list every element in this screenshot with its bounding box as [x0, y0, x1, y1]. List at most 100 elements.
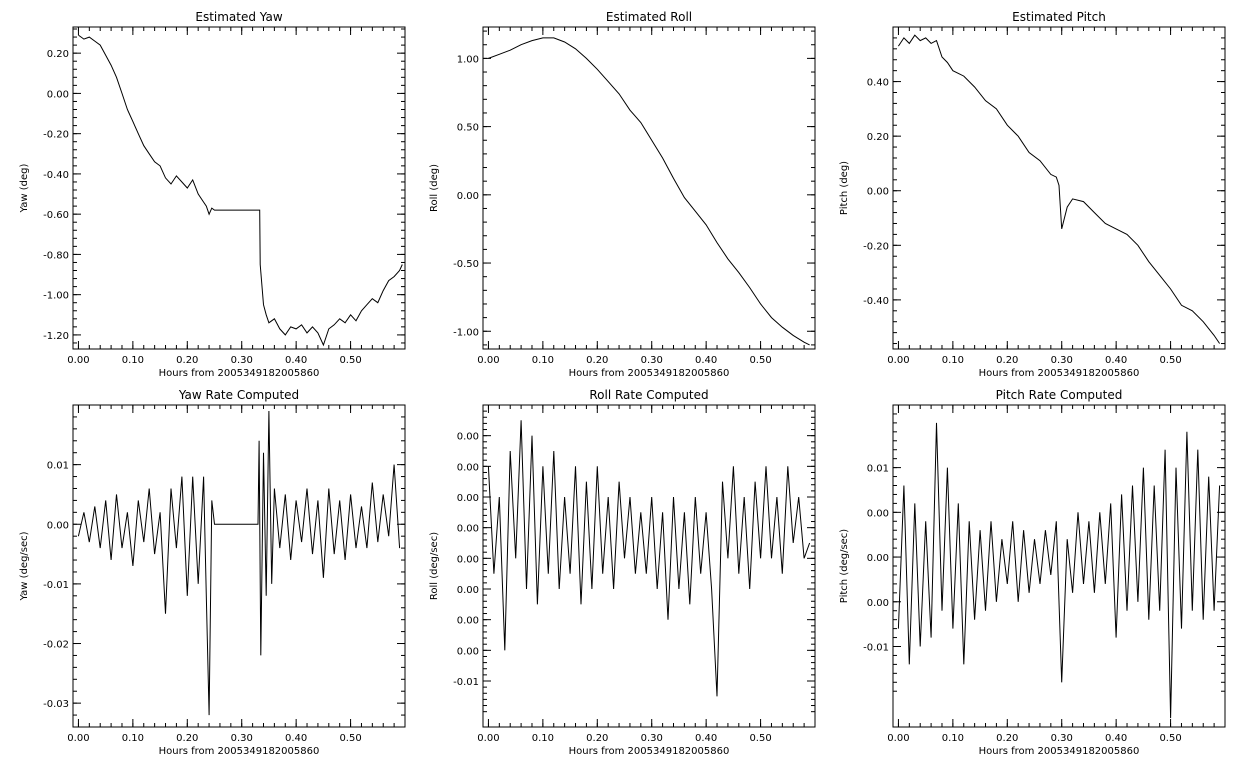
y-tick-label: 0.00 — [867, 553, 889, 564]
plot-frame — [892, 404, 1226, 728]
x-tick-label: 0.30 — [231, 733, 253, 744]
y-tick-label: -0.01 — [453, 677, 479, 688]
x-axis-label: Hours from 2005349182005860 — [979, 368, 1140, 379]
y-tick-label: 0.01 — [867, 464, 889, 475]
y-tick-label: -1.00 — [43, 291, 69, 302]
x-tick-label: 0.00 — [477, 355, 499, 366]
chart-yaw-rate-computed: Yaw Rate Computed 0.00 0.10 0.20 0.30 0.40 0.5… — [19, 388, 406, 757]
y-tick-label: 0.00 — [457, 554, 479, 565]
plot-frame — [482, 404, 816, 728]
chart-pitch-rate-computed: Pitch Rate Computed 0.00 0.10 0.20 0.30 0.40 0… — [839, 388, 1226, 757]
chart-title: Pitch Rate Computed — [996, 388, 1123, 402]
x-tick-label: 0.20 — [176, 355, 198, 366]
y-tick-label: 0.00 — [457, 191, 479, 202]
chart-estimated-pitch: Estimated Pitch 0.00 0.10 0.20 0.30 0.40 0.50 -… — [839, 10, 1226, 379]
y-tick-label: -0.01 — [863, 643, 889, 654]
x-tick-label: 0.40 — [695, 733, 717, 744]
y-tick-label: 0.00 — [47, 89, 69, 100]
chart-estimated-yaw: Estimated Yaw 0.00 0.10 0.20 0.30 0.40 0.50 -1.… — [19, 10, 406, 379]
y-tick-label: -0.60 — [43, 210, 69, 221]
x-tick-label: 0.10 — [942, 355, 964, 366]
x-tick-label: 0.20 — [586, 733, 608, 744]
x-axis-label: Hours from 2005349182005860 — [569, 746, 730, 757]
x-tick-label: 0.20 — [996, 355, 1018, 366]
x-tick-label: 0.50 — [339, 355, 361, 366]
y-tick-label: 0.00 — [457, 585, 479, 596]
y-tick-label: -0.02 — [43, 640, 69, 651]
x-tick-label: 0.30 — [1051, 355, 1073, 366]
series-line — [897, 422, 1221, 719]
x-tick-label: 0.20 — [586, 355, 608, 366]
chart-title: Yaw Rate Computed — [178, 388, 299, 402]
y-tick-label: -1.20 — [43, 331, 69, 342]
plot-frame — [892, 26, 1226, 350]
y-tick-label: 0.00 — [867, 598, 889, 609]
y-tick-label: -0.80 — [43, 250, 69, 261]
series-line — [77, 410, 401, 716]
y-tick-label: 0.20 — [867, 132, 889, 143]
x-tick-label: 0.10 — [122, 733, 144, 744]
x-tick-label: 0.10 — [942, 733, 964, 744]
x-tick-label: 0.50 — [1159, 733, 1181, 744]
y-tick-label: -0.40 — [43, 170, 69, 181]
x-tick-label: 0.20 — [176, 733, 198, 744]
y-tick-label: -0.40 — [863, 296, 889, 307]
chart-title: Roll Rate Computed — [589, 388, 708, 402]
y-tick-label: 0.00 — [457, 462, 479, 473]
series-line — [488, 37, 810, 346]
x-tick-label: 0.40 — [1105, 355, 1127, 366]
x-tick-label: 0.10 — [122, 355, 144, 366]
x-tick-label: 0.40 — [695, 355, 717, 366]
y-tick-label: 0.00 — [457, 646, 479, 657]
chart-title: Estimated Roll — [606, 10, 692, 24]
x-tick-label: 0.30 — [1051, 733, 1073, 744]
x-tick-label: 0.40 — [285, 355, 307, 366]
y-tick-label: -0.20 — [43, 130, 69, 141]
y-tick-label: 0.00 — [457, 432, 479, 443]
x-axis-label: Hours from 2005349182005860 — [569, 368, 730, 379]
x-tick-label: 0.00 — [887, 355, 909, 366]
x-tick-label: 0.40 — [1105, 733, 1127, 744]
plot-frame — [482, 26, 816, 350]
chart-roll-rate-computed: Roll Rate Computed 0.00 0.10 0.20 0.30 0.40 0.… — [429, 388, 816, 757]
x-tick-label: 0.40 — [285, 733, 307, 744]
series-line — [897, 34, 1221, 344]
y-tick-label: -0.03 — [43, 699, 69, 710]
y-tick-label: 1.00 — [457, 54, 479, 65]
y-tick-label: 0.00 — [47, 520, 69, 531]
chart-title: Estimated Yaw — [195, 10, 282, 24]
y-axis-label: Roll (deg/sec) — [429, 532, 440, 600]
y-tick-label: 0.00 — [457, 493, 479, 504]
y-axis-label: Roll (deg) — [429, 164, 440, 212]
y-axis-label: Pitch (deg/sec) — [839, 529, 850, 604]
y-tick-label: -0.20 — [863, 241, 889, 252]
y-tick-label: 0.00 — [457, 524, 479, 535]
x-tick-label: 0.30 — [231, 355, 253, 366]
y-tick-label: -0.01 — [43, 580, 69, 591]
x-tick-label: 0.00 — [67, 733, 89, 744]
chart-estimated-roll: Estimated Roll 0.00 0.10 0.20 0.30 0.40 0.50 -1… — [429, 10, 816, 379]
x-axis-label: Hours from 2005349182005860 — [979, 746, 1140, 757]
y-axis-label: Pitch (deg) — [839, 161, 850, 215]
y-tick-label: 0.20 — [47, 49, 69, 60]
x-tick-label: 0.10 — [532, 355, 554, 366]
y-axis-label: Yaw (deg) — [19, 163, 30, 213]
x-axis-label: Hours from 2005349182005860 — [159, 368, 320, 379]
y-axis-label: Yaw (deg/sec) — [19, 531, 30, 601]
plot-frame — [72, 404, 406, 728]
chart-title: Estimated Pitch — [1012, 10, 1106, 24]
y-tick-label: -1.00 — [453, 327, 479, 338]
series-line — [487, 420, 811, 697]
x-tick-label: 0.00 — [477, 733, 499, 744]
x-tick-label: 0.10 — [532, 733, 554, 744]
x-tick-label: 0.30 — [641, 733, 663, 744]
x-tick-label: 0.00 — [887, 733, 909, 744]
y-tick-label: 0.50 — [457, 123, 479, 134]
plot-frame — [72, 26, 406, 350]
x-tick-label: 0.30 — [641, 355, 663, 366]
x-tick-label: 0.00 — [67, 355, 89, 366]
y-tick-label: 0.40 — [867, 78, 889, 89]
x-axis-label: Hours from 2005349182005860 — [159, 746, 320, 757]
x-tick-label: 0.50 — [339, 733, 361, 744]
